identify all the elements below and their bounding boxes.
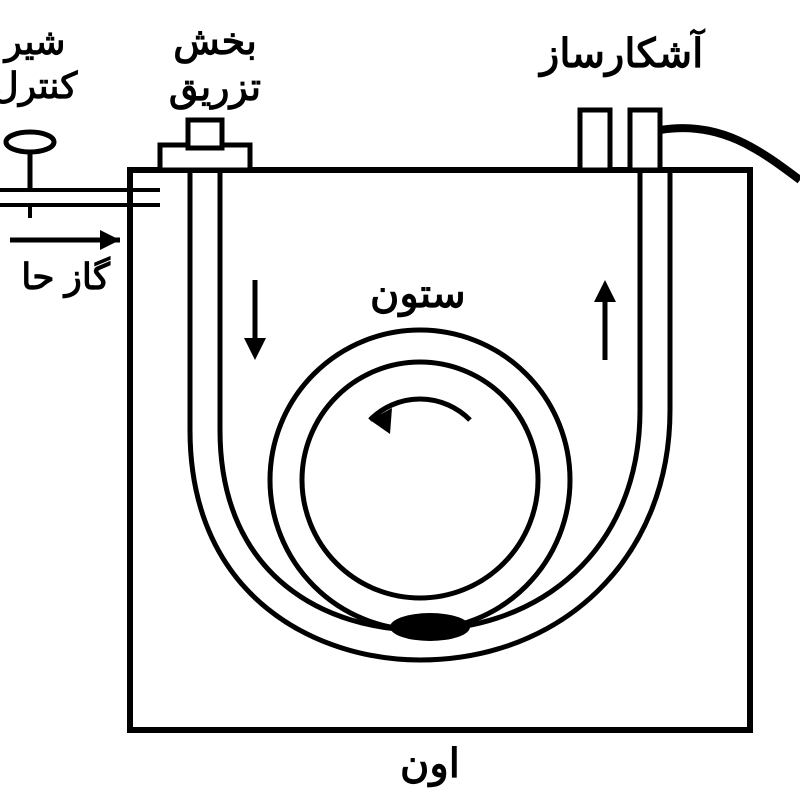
tube-outer: [190, 170, 670, 660]
injector-top: [188, 120, 222, 148]
label-carrier-gas: گاز حا: [0, 255, 110, 298]
label-injector-line2: تزریق: [160, 66, 270, 112]
valve-wheel: [6, 132, 54, 152]
detector-port-right: [630, 110, 660, 170]
label-column: ستون: [370, 270, 466, 318]
label-valve-line2: کنترل: [0, 64, 80, 107]
detector-port-left: [580, 110, 610, 170]
label-injector-line1: بخش: [160, 20, 270, 66]
coil-join-blob: [390, 613, 470, 641]
label-valve-line1: شیر: [0, 20, 80, 63]
up-arrow-head: [594, 280, 616, 302]
label-oven: اون: [400, 740, 460, 788]
diagram-canvas: آشکارساز بخش تزریق شیر کنترل گاز حا ستون…: [0, 0, 800, 800]
coil-outer: [270, 330, 570, 630]
label-detector: آشکارساز: [540, 30, 703, 78]
down-arrow-head: [244, 338, 266, 360]
gas-arrow-head: [100, 230, 120, 250]
diagram-svg: [0, 0, 800, 800]
